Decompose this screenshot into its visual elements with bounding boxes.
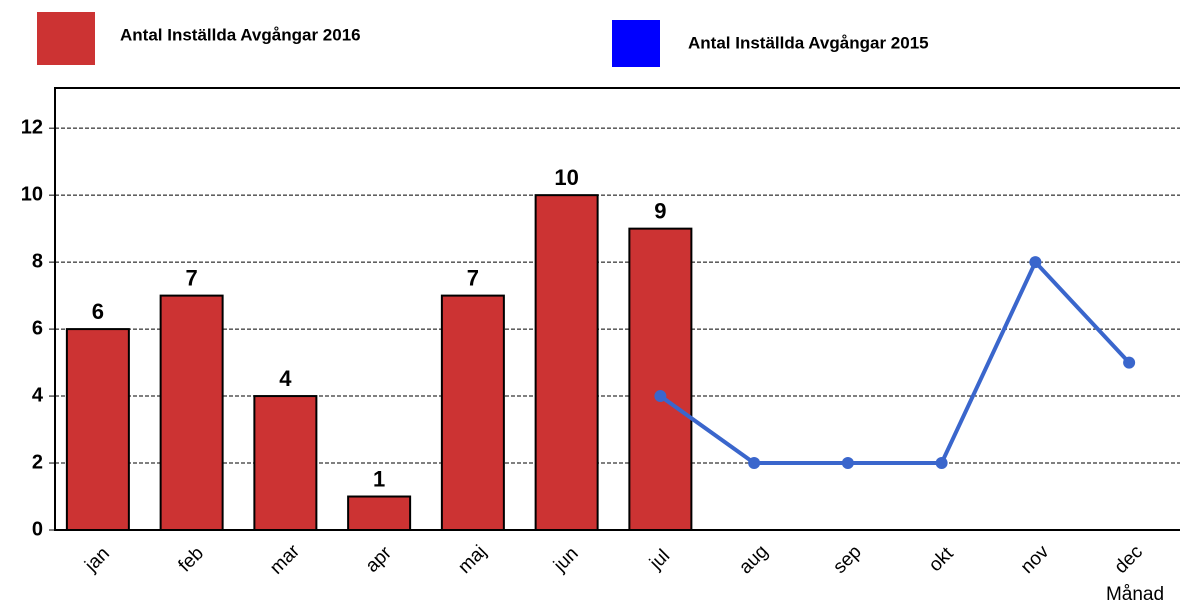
- y-tick-label: 12: [21, 116, 43, 138]
- y-tick-label: 4: [32, 384, 44, 406]
- data-label: 1: [373, 466, 385, 491]
- bar: [159, 294, 224, 531]
- bar: [253, 395, 318, 531]
- x-tick-label: jan: [80, 543, 113, 576]
- data-label: 7: [186, 265, 198, 290]
- x-tick-label: jul: [645, 546, 674, 575]
- bar: [628, 227, 693, 532]
- x-tick-label: sep: [829, 541, 866, 578]
- bar: [534, 194, 599, 531]
- legend-label: Antal Inställda Avgångar 2015: [688, 33, 929, 52]
- bar: [440, 294, 505, 531]
- data-label: 4: [279, 366, 292, 391]
- point: [935, 457, 948, 470]
- legend-swatch: [612, 20, 660, 67]
- y-tick-label: 0: [32, 518, 43, 540]
- legend-swatch: [37, 12, 95, 65]
- bar: [347, 495, 412, 531]
- x-tick-label: apr: [362, 542, 397, 577]
- y-tick-label: 8: [32, 250, 43, 272]
- y-tick-label: 2: [32, 451, 43, 473]
- y-tick-label: 6: [32, 317, 43, 339]
- bar: [65, 328, 130, 531]
- x-tick-label: nov: [1017, 541, 1054, 578]
- x-axis-label: Månad: [1106, 584, 1164, 605]
- x-tick-label: maj: [454, 541, 491, 578]
- point: [654, 390, 667, 403]
- y-tick-label: 10: [21, 183, 43, 205]
- x-tick-label: aug: [735, 541, 772, 578]
- x-tick-label: dec: [1111, 541, 1148, 578]
- point: [1123, 356, 1136, 369]
- line: [659, 258, 1131, 466]
- data-label: 7: [467, 265, 479, 290]
- plot-frame: [54, 87, 1180, 531]
- x-tick-label: jun: [549, 543, 582, 576]
- x-tick-label: okt: [925, 543, 958, 576]
- point: [748, 457, 761, 470]
- point: [1029, 256, 1042, 269]
- legend-label: Antal Inställda Avgångar 2016: [120, 25, 361, 44]
- point: [841, 457, 854, 470]
- x-tick-label: feb: [175, 543, 209, 577]
- data-label: 10: [554, 165, 578, 190]
- x-tick-label: mar: [266, 540, 304, 578]
- data-label: 6: [92, 299, 104, 324]
- data-label: 9: [654, 198, 666, 223]
